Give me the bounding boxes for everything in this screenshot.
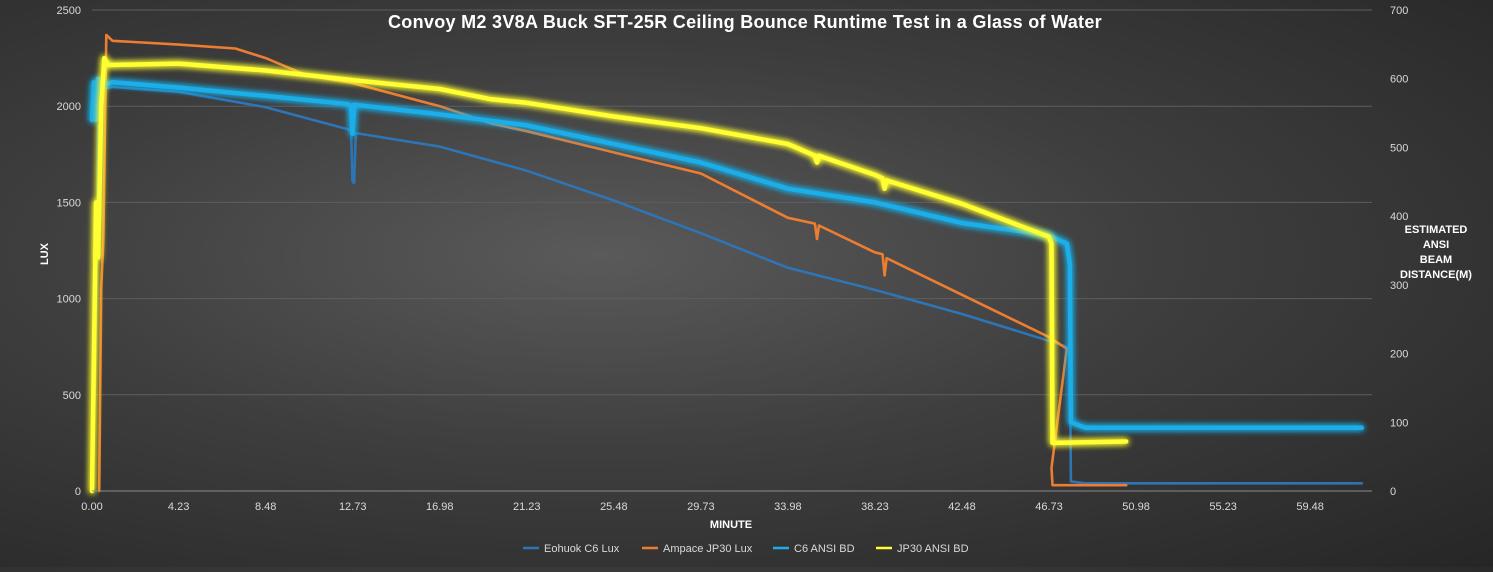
series-lines (89, 33, 1365, 494)
y2-axis-title-line: DISTANCE(M) (1400, 269, 1472, 281)
chart-title: Convoy M2 3V8A Buck SFT-25R Ceiling Boun… (388, 12, 1102, 32)
y2-axis-title: ESTIMATED ANSI BEAM DISTANCE(M) (1400, 224, 1472, 281)
y-tick-label: 2500 (57, 5, 81, 17)
x-tick-label: 55.23 (1209, 501, 1237, 513)
y2-tick-label: 0 (1390, 486, 1396, 498)
y2-tick-label: 600 (1390, 74, 1408, 86)
legend-label: JP30 ANSI BD (897, 543, 969, 555)
y2-axis-title-line: BEAM (1420, 254, 1452, 266)
x-tick-label: 21.23 (513, 501, 541, 513)
y2-tick-label: 400 (1390, 211, 1408, 223)
y-tick-label: 0 (75, 486, 81, 498)
y2-tick-label: 200 (1390, 349, 1408, 361)
x-tick-label: 50.98 (1122, 501, 1150, 513)
x-tick-label: 12.73 (339, 501, 367, 513)
y2-tick-label: 700 (1390, 5, 1408, 17)
x-tick-label: 25.48 (600, 501, 628, 513)
x-tick-label: 42.48 (948, 501, 976, 513)
legend-label: C6 ANSI BD (794, 543, 855, 555)
y2-axis-title-line: ESTIMATED (1405, 224, 1468, 236)
x-tick-label: 16.98 (426, 501, 454, 513)
y2-axis-title-line: ANSI (1423, 239, 1449, 251)
y2-tick-label: 100 (1390, 417, 1408, 429)
x-axis-title: MINUTE (710, 519, 752, 531)
legend-label: Eohuok C6 Lux (544, 543, 620, 555)
x-tick-label: 8.48 (255, 501, 276, 513)
y2-tick-label: 300 (1390, 280, 1408, 292)
y2-tick-label: 500 (1390, 142, 1408, 154)
gridlines (92, 9, 1372, 396)
y-tick-label: 2000 (57, 101, 81, 113)
x-tick-label: 46.73 (1035, 501, 1063, 513)
series-line-ampace-jp30-lux (97, 33, 1128, 493)
series-line-eohuok-c6-lux (90, 85, 1364, 493)
legend-label: Ampace JP30 Lux (663, 543, 753, 555)
x-tick-label: 0.00 (81, 501, 102, 513)
y-tick-label: 500 (63, 390, 81, 402)
legend: Eohuok C6 Lux Ampace JP30 Lux C6 ANSI BD JP… (523, 543, 969, 555)
series-line-jp30-ansi-bd (89, 55, 1129, 494)
y-axis-title: LUX (39, 242, 51, 265)
y-tick-label: 1500 (57, 197, 81, 209)
x-tick-label: 59.48 (1296, 501, 1324, 513)
y-tick-label: 1000 (57, 294, 81, 306)
x-tick-label: 33.98 (774, 501, 802, 513)
axes: 0 500 1000 1500 2000 2500 0 100 200 300 400 500 600 7… (57, 5, 1409, 513)
x-tick-label: 29.73 (687, 501, 715, 513)
x-tick-label: 38.23 (861, 501, 889, 513)
x-tick-label: 4.23 (168, 501, 189, 513)
